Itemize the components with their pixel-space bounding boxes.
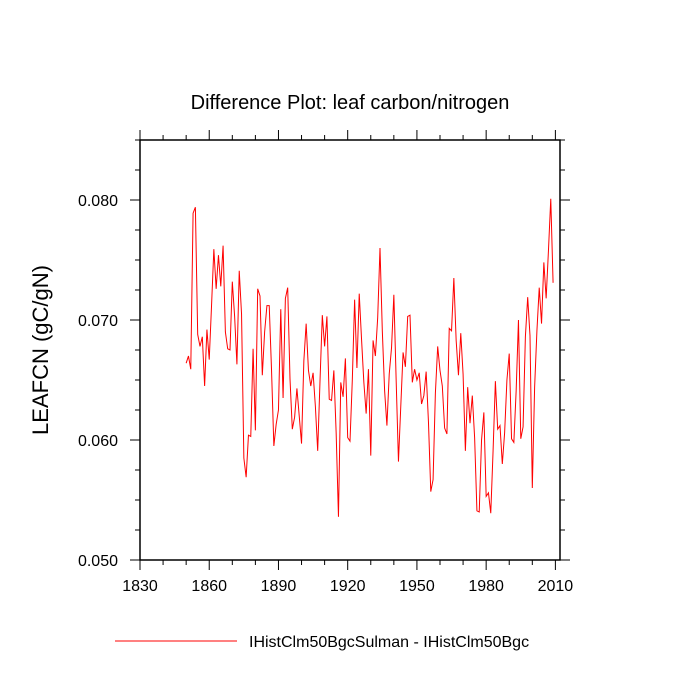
chart-title: Difference Plot: leaf carbon/nitrogen [191, 92, 510, 114]
y-tick-label: 0.070 [78, 313, 118, 330]
series-line [185, 198, 554, 517]
x-tick-label: 1860 [191, 578, 227, 595]
y-tick-label: 0.080 [78, 193, 118, 210]
x-tick-label: 1890 [261, 578, 297, 595]
x-tick-label: 1920 [330, 578, 366, 595]
legend: IHistClm50BgcSulman - IHistClm50Bgc [115, 634, 529, 651]
x-tick-label: 2010 [538, 578, 574, 595]
legend-label: IHistClm50BgcSulman - IHistClm50Bgc [249, 634, 529, 651]
y-tick-label: 0.060 [78, 433, 118, 450]
x-tick-label: 1950 [399, 578, 435, 595]
plot-frame [139, 139, 561, 561]
y-axis-label: LEAFCN (gC/gN) [28, 265, 53, 435]
y-tick-label: 0.050 [78, 553, 118, 570]
axis-ticks [130, 130, 570, 570]
tick-labels: 1830 1860 1890 1920 1950 1980 2010 0.050 0.060 0.… [78, 193, 573, 595]
x-tick-label: 1830 [122, 578, 158, 595]
x-tick-label: 1980 [468, 578, 504, 595]
